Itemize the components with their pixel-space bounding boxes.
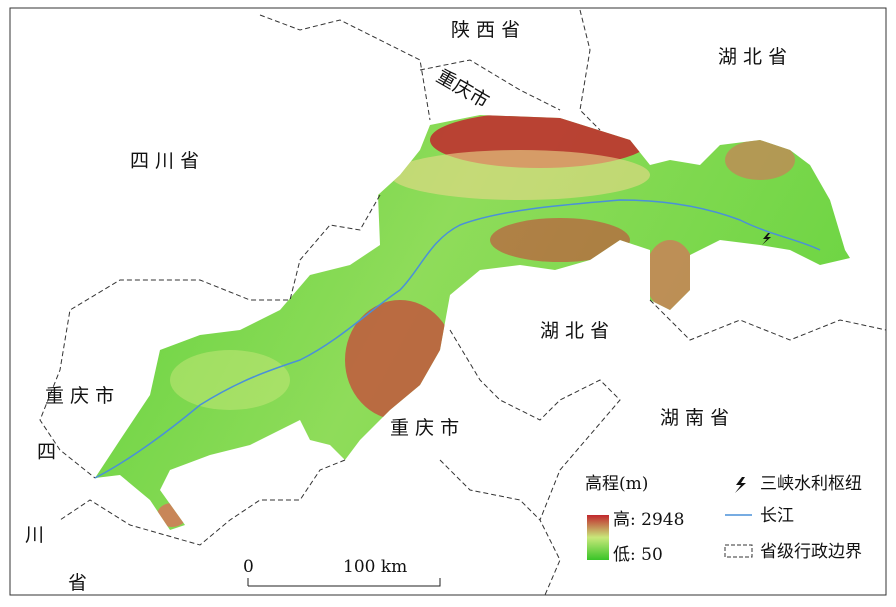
- legend-low: 低: 50: [613, 545, 663, 565]
- dam-symbol: [762, 233, 771, 245]
- province-border: [39, 194, 381, 479]
- place-label: 湖 北 省: [540, 320, 609, 342]
- scale-label: 100 km: [343, 557, 407, 577]
- province-border: [579, 9, 601, 131]
- legend-title: 高程(m): [585, 474, 648, 494]
- place-label: 湖 南 省: [660, 407, 729, 429]
- legend-item: 长江: [760, 506, 794, 526]
- map-frame: [9, 7, 887, 596]
- elevation-ramp: [587, 515, 609, 560]
- province-border: [449, 329, 621, 596]
- place-label: 重 庆 市: [45, 385, 114, 407]
- place-label: 四 川 省: [130, 150, 199, 172]
- place-label: 湖 北 省: [718, 46, 787, 68]
- province-border: [259, 14, 431, 121]
- place-label: 陕 西 省: [451, 19, 520, 41]
- place-label: 四: [37, 441, 56, 463]
- scale-label: 0: [243, 557, 254, 577]
- scale-bar: [247, 578, 441, 587]
- legend-item: 省级行政边界: [760, 542, 862, 562]
- legend-item: 三峡水利枢纽: [760, 474, 862, 494]
- place-label: 省: [68, 572, 87, 594]
- province-border: [649, 299, 887, 341]
- place-label: 重 庆 市: [390, 417, 459, 439]
- province-border: [439, 459, 541, 521]
- province-border: [419, 59, 561, 111]
- legend-border: [724, 544, 753, 558]
- dam-symbol: [735, 477, 746, 493]
- yangtze-river: [94, 199, 821, 479]
- place-label: 重庆市: [433, 65, 493, 113]
- province-border: [59, 459, 346, 546]
- legend-high: 高: 2948: [613, 510, 684, 530]
- place-label: 川: [25, 524, 44, 546]
